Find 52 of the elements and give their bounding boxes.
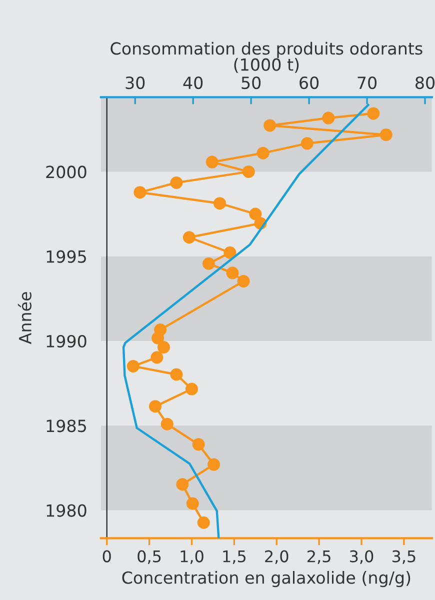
y-tick-label: 1985 (46, 420, 86, 432)
x-tick-label: 3,5 (392, 550, 416, 564)
point (152, 332, 164, 344)
x-tick-label: 3,0 (350, 550, 374, 564)
point (186, 497, 199, 510)
point (134, 186, 146, 199)
point (197, 516, 210, 529)
point (322, 112, 335, 124)
x2-tick-label: 30 (126, 76, 145, 90)
point (182, 231, 196, 244)
x-tick-label: 2,5 (308, 550, 330, 564)
point (150, 351, 164, 364)
point (264, 119, 276, 132)
point (224, 246, 236, 259)
y-tick-label: 1980 (46, 504, 86, 517)
y-axis-title: Année (18, 292, 32, 344)
point (237, 274, 250, 288)
point (249, 208, 262, 220)
y-tick-label: 2000 (46, 166, 86, 178)
x-tick-label: 0 (102, 550, 111, 562)
point (256, 146, 270, 160)
point (242, 165, 255, 178)
point (176, 478, 189, 491)
point (157, 340, 170, 354)
point (160, 418, 174, 430)
x2-tick-label: 70 (358, 76, 377, 90)
x-tick-label: 1,5 (223, 550, 246, 564)
x2-axis-title: Consommation des produits odorants (1000 t) (110, 42, 422, 73)
point (170, 368, 183, 381)
point (202, 257, 215, 270)
point (300, 137, 314, 150)
x2-tick-label: 60 (300, 76, 319, 90)
point (148, 400, 162, 413)
point (226, 266, 239, 280)
x2-tick-label: 40 (183, 76, 203, 90)
x-tick-label: 2,0 (265, 550, 288, 564)
y-tick-label: 1990 (46, 334, 86, 348)
point (126, 360, 140, 372)
x-tick-label: 1,0 (180, 550, 204, 564)
x2-tick-label: 80 (416, 76, 434, 90)
point (206, 156, 218, 168)
point (170, 176, 183, 189)
x-axis-title: Concentration en galaxolide (ng/g) (122, 571, 410, 588)
point (185, 382, 198, 396)
x-tick-label: 0,5 (138, 550, 161, 564)
point (367, 107, 380, 120)
y-tick-label: 1995 (46, 250, 86, 263)
point (214, 197, 226, 210)
point (208, 458, 220, 471)
point (192, 438, 205, 451)
x2-tick-label: 50 (242, 76, 261, 90)
point (380, 128, 392, 142)
